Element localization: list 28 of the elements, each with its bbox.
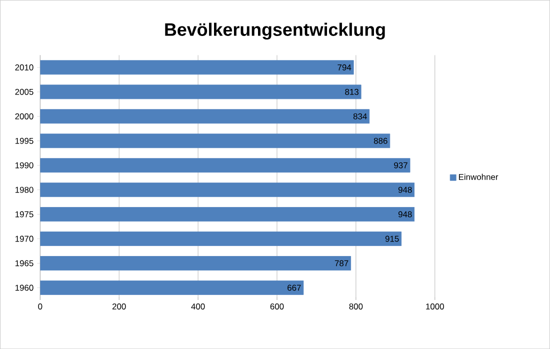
data-label: 794	[338, 64, 352, 70]
data-label: 948	[398, 186, 412, 193]
y-tick-label: 1970	[15, 236, 34, 242]
data-label: 915	[385, 236, 399, 242]
x-tick-label: 0	[38, 303, 42, 310]
y-tick-label: 2010	[15, 64, 34, 70]
x-tick-label: 800	[349, 303, 363, 310]
y-tick-label: 1995	[15, 138, 34, 144]
x-tick-label: 1000	[426, 303, 444, 310]
x-tick-label: 600	[270, 303, 284, 310]
y-tick-label: 2000	[15, 113, 34, 120]
y-tick-label: 1975	[15, 211, 34, 218]
data-label: 937	[394, 162, 408, 168]
data-label: 948	[398, 211, 412, 218]
data-label: 834	[353, 113, 367, 120]
data-label: 787	[334, 260, 348, 266]
y-tick-label: 2005	[15, 88, 34, 95]
y-tick-label: 1990	[15, 162, 34, 168]
data-label: 667	[288, 284, 301, 291]
y-tick-label: 1960	[15, 284, 34, 291]
x-tick-label: 200	[112, 303, 126, 310]
chart-title: Bevölkerungsentwicklung	[165, 22, 385, 40]
legend-label: Einwohner	[458, 174, 498, 180]
data-label: 886	[374, 138, 388, 144]
data-label: 813	[345, 88, 359, 95]
x-tick-label: 400	[191, 303, 205, 310]
y-tick-label: 1980	[15, 186, 34, 193]
y-tick-label: 1965	[15, 260, 34, 266]
